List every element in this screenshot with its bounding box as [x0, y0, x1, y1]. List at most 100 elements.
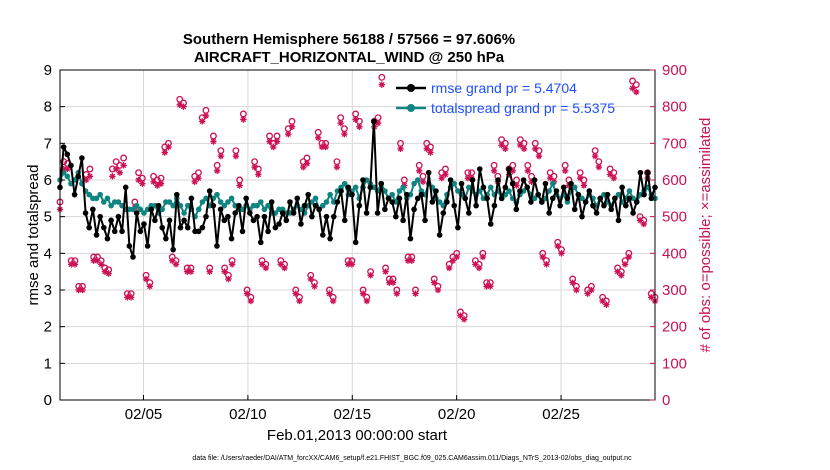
rmse-point: [389, 199, 395, 205]
spread-point: [506, 188, 512, 194]
obs-assimilated-point: [116, 169, 124, 176]
obs-assimilated-point: [251, 163, 258, 171]
rmse-point: [407, 235, 414, 242]
rmse-point: [535, 191, 541, 198]
rmse-point: [298, 221, 304, 227]
obs-assimilated-point: [610, 174, 618, 182]
obs-assimilated-point: [393, 290, 400, 297]
rmse-point: [403, 191, 410, 198]
rmse-point: [305, 191, 312, 198]
obs-assimilated-point: [165, 143, 172, 151]
rmse-point: [363, 210, 370, 216]
rmse-point: [560, 184, 567, 191]
rmse-point: [170, 246, 176, 253]
obs-assimilated-point: [348, 261, 356, 268]
y-tick-label: 5: [44, 209, 52, 226]
rmse-point: [141, 221, 147, 227]
rmse-point: [637, 169, 644, 176]
obs-possible-point: [314, 128, 322, 136]
spread-point: [141, 210, 147, 216]
rmse-point: [393, 213, 399, 220]
spread-point: [130, 206, 136, 213]
obs-assimilated-point: [591, 152, 599, 160]
rmse-point: [137, 228, 144, 235]
rmse-point: [290, 210, 297, 216]
obs-assimilated-point: [427, 149, 434, 156]
rmse-point: [312, 202, 319, 209]
rmse-point: [330, 213, 337, 220]
y-right-tick-label: 500: [662, 209, 687, 226]
rmse-point: [466, 210, 472, 216]
obs-assimilated-point: [296, 297, 303, 305]
rmse-point: [473, 202, 479, 209]
obs-assimilated-point: [569, 279, 576, 286]
y-right-tick-label: 800: [662, 99, 687, 116]
rmse-point: [268, 199, 275, 205]
obs-assimilated-point: [445, 264, 453, 272]
spread-point: [195, 206, 202, 213]
rmse-point: [469, 177, 476, 183]
spread-point: [466, 184, 472, 191]
rmse-point: [524, 184, 531, 191]
obs-assimilated-point: [535, 152, 543, 160]
obs-assimilated-point: [333, 163, 341, 171]
obs-assimilated-point: [71, 261, 79, 268]
obs-possible-point: [86, 165, 94, 173]
obs-assimilated-point: [416, 167, 423, 175]
rmse-point: [221, 217, 228, 224]
rmse-point: [309, 213, 315, 220]
rmse-point: [101, 224, 107, 231]
rmse-point: [425, 169, 432, 176]
obs-assimilated-point: [595, 163, 603, 171]
obs-assimilated-point: [307, 275, 314, 283]
legend-rmse-marker: [407, 84, 415, 92]
obs-assimilated-point: [120, 162, 127, 169]
spread-point: [115, 199, 122, 205]
spread-point: [133, 202, 140, 209]
rmse-point: [349, 191, 355, 198]
obs-possible-point: [232, 147, 240, 155]
x-tick-label: 02/20: [438, 406, 476, 423]
obs-assimilated-point: [326, 290, 333, 297]
obs-assimilated-point: [389, 279, 397, 286]
obs-possible-point: [195, 169, 202, 177]
obs-possible-point: [202, 106, 210, 114]
obs-assimilated-point: [408, 257, 415, 264]
spread-point: [104, 195, 111, 202]
spread-point: [571, 184, 578, 191]
obs-assimilated-point: [315, 134, 322, 142]
obs-assimilated-point: [524, 167, 531, 175]
rmse-point: [422, 217, 428, 224]
rmse-point: [122, 184, 129, 191]
rmse-point: [214, 243, 220, 249]
spread-point: [323, 199, 330, 205]
chart-title: Southern Hemisphere 56188 / 57566 = 97.6…: [183, 31, 515, 48]
obs-assimilated-point: [240, 116, 247, 123]
obs-count-markers: [56, 73, 659, 323]
rmse-point: [440, 210, 447, 216]
rmse-point: [316, 206, 322, 213]
spread-point: [436, 199, 443, 205]
spread-point: [221, 202, 228, 209]
plot-frame: [59, 69, 656, 401]
obs-assimilated-point: [621, 261, 629, 268]
obs-possible-point: [288, 117, 296, 125]
obs-assimilated-point: [502, 145, 509, 153]
y-tick-label: 4: [44, 245, 52, 262]
rmse-point: [622, 202, 629, 209]
obs-assimilated-point: [412, 290, 419, 297]
rmse-point: [338, 188, 344, 194]
spread-point: [531, 195, 538, 202]
obs-assimilated-point: [543, 261, 550, 268]
spread-point: [166, 199, 173, 205]
obs-assimilated-point: [532, 145, 539, 153]
rmse-point: [549, 195, 556, 202]
rmse-point: [341, 217, 348, 224]
rmse-point: [444, 199, 450, 205]
rmse-point: [374, 210, 381, 216]
obs-assimilated-point: [243, 290, 251, 297]
rmse-point: [188, 195, 195, 202]
rmse-point: [71, 191, 78, 198]
rmse-point: [455, 224, 461, 231]
